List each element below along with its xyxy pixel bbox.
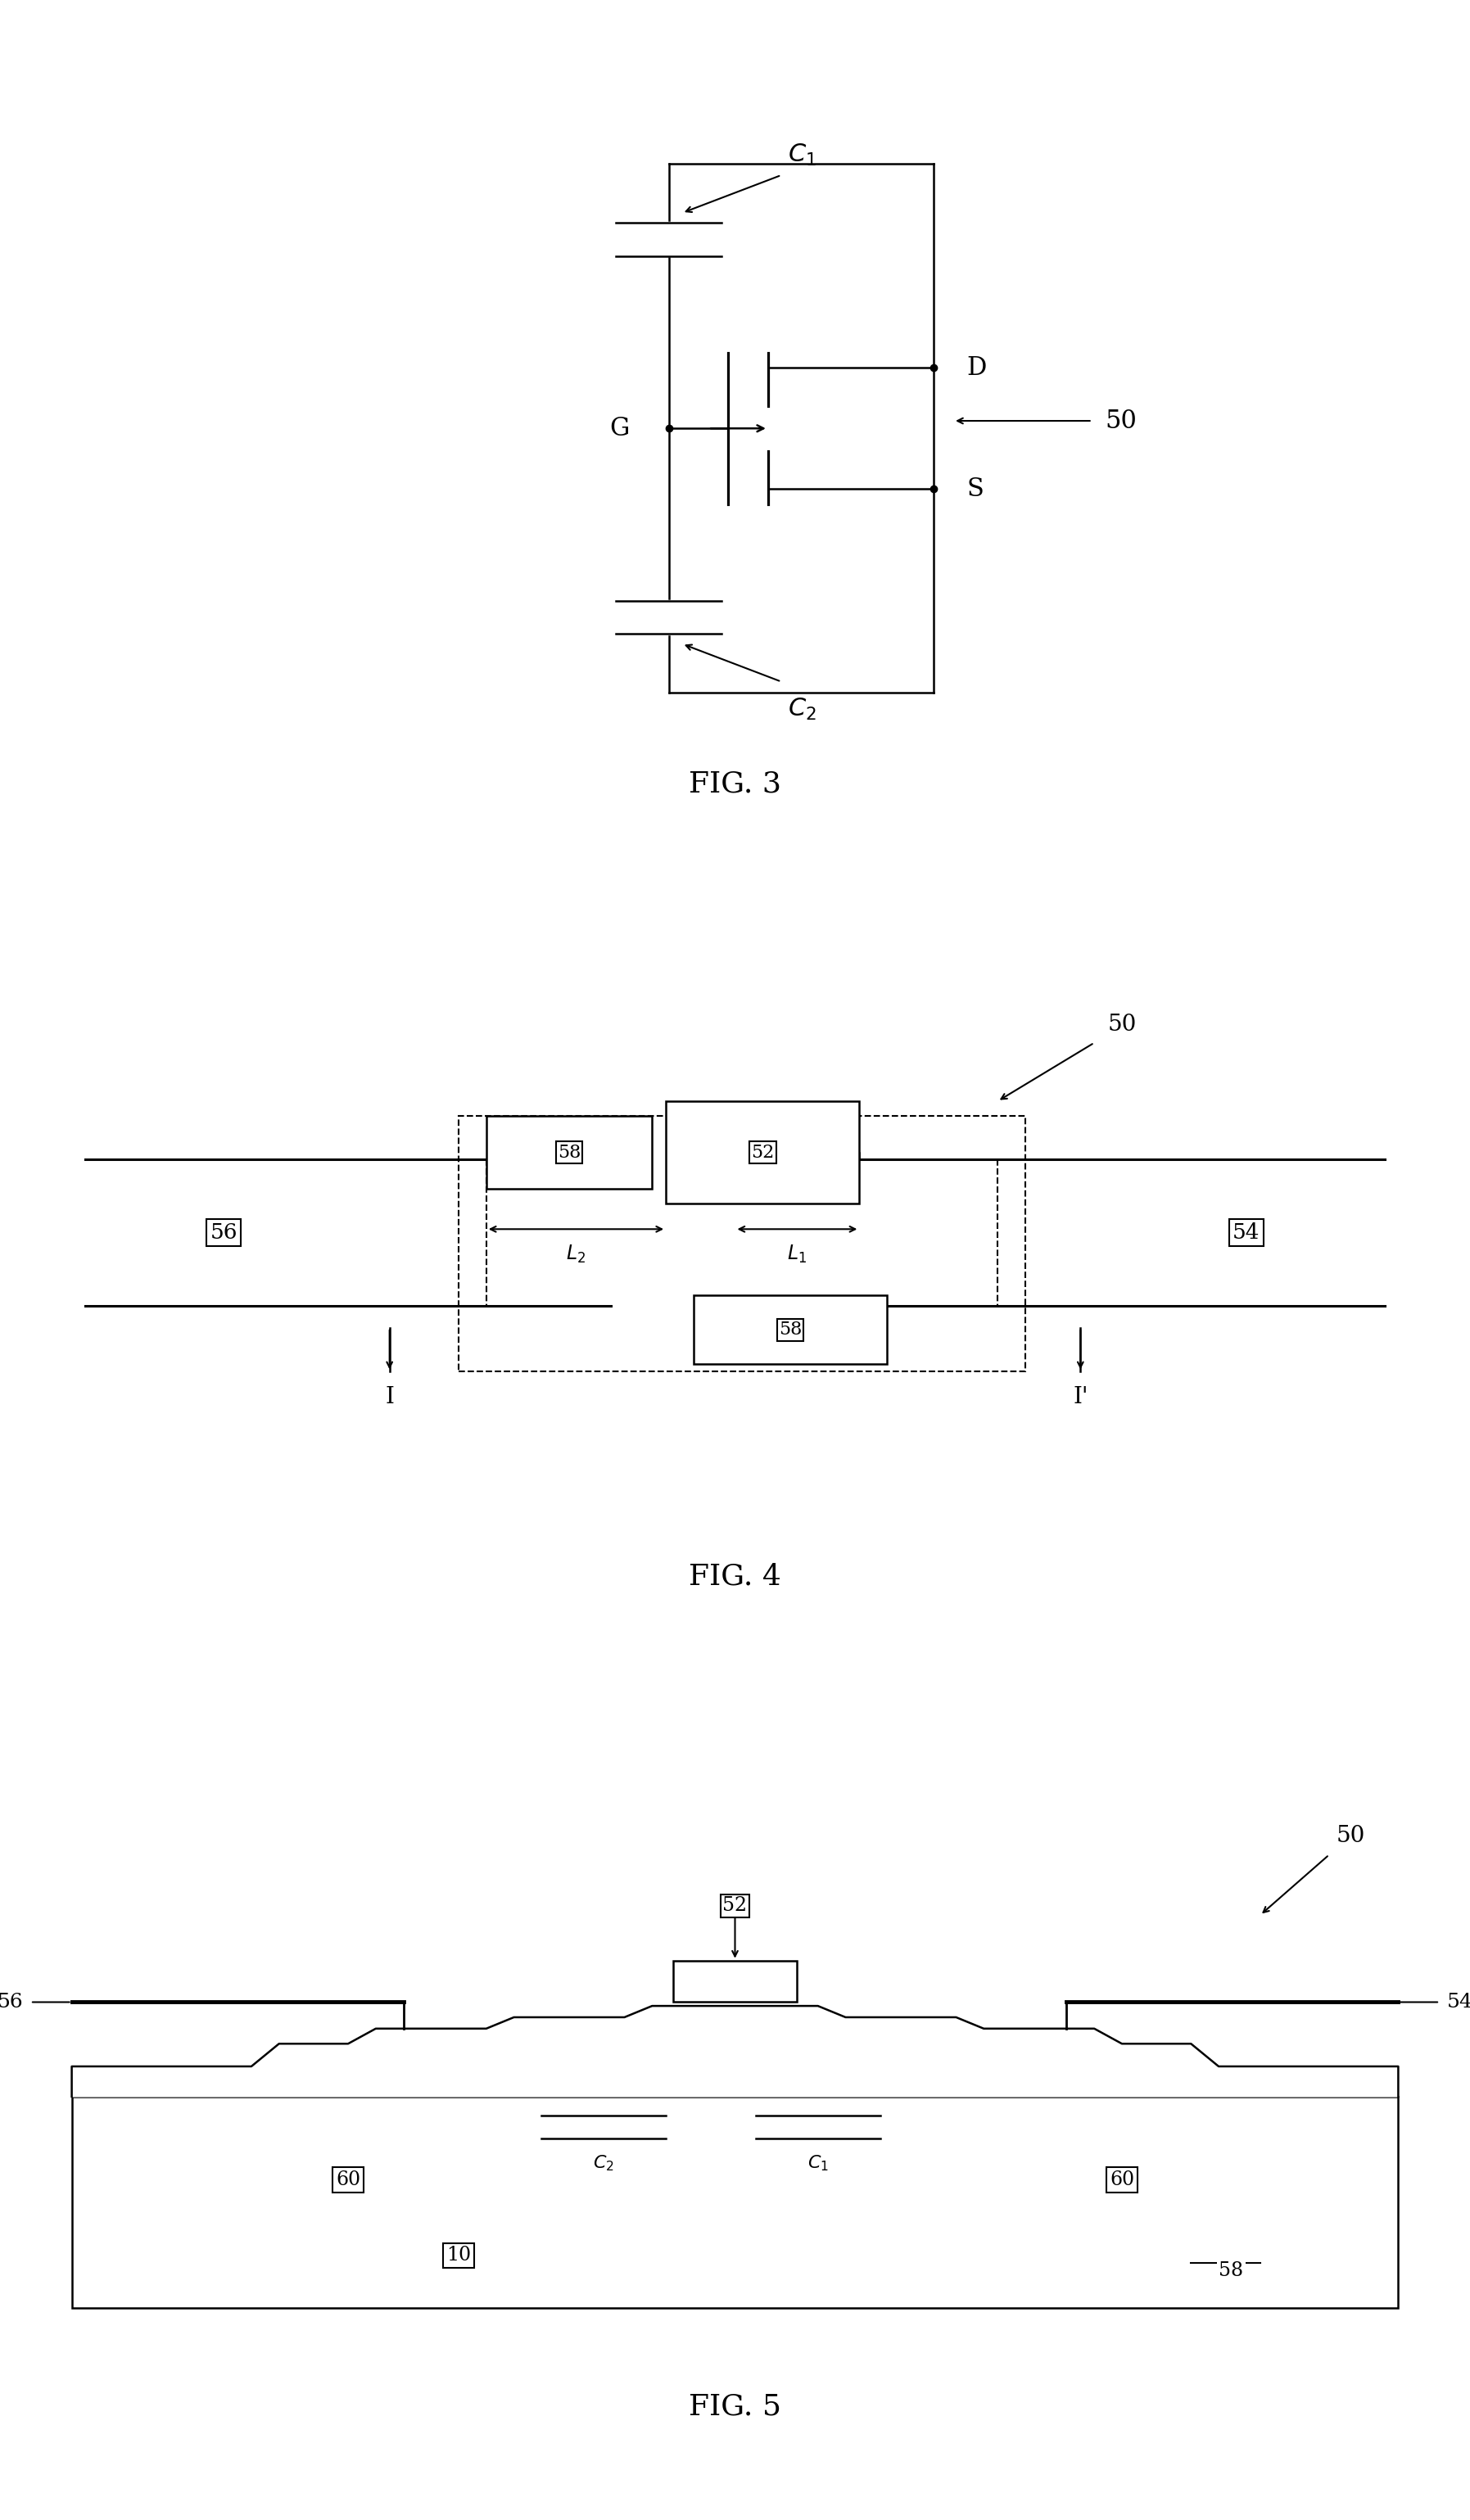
Text: 60: 60: [335, 2170, 360, 2190]
Text: $C_1$: $C_1$: [807, 2152, 829, 2172]
Text: S: S: [967, 476, 983, 501]
Text: 10: 10: [447, 2245, 470, 2265]
Text: I': I': [1073, 1386, 1088, 1409]
Text: 58: 58: [557, 1144, 581, 1162]
Text: 52: 52: [723, 1898, 747, 1915]
Bar: [666, 1101, 860, 1205]
Polygon shape: [72, 2006, 1398, 2097]
Text: $L_1$: $L_1$: [788, 1245, 807, 1265]
Text: 58: 58: [779, 1320, 803, 1338]
Text: G: G: [609, 416, 629, 441]
Text: 56: 56: [0, 1993, 24, 2011]
Text: $L_2$: $L_2$: [566, 1245, 587, 1265]
Text: FIG. 5: FIG. 5: [689, 2391, 781, 2422]
Text: 56: 56: [210, 1222, 238, 1242]
Bar: [673, 1961, 797, 2001]
Bar: [459, 1116, 1025, 1371]
Bar: [487, 1116, 653, 1189]
Text: 50: 50: [1336, 1824, 1366, 1847]
Text: 50: 50: [1105, 408, 1138, 433]
Bar: [72, 2097, 1398, 2308]
Text: $C_1$: $C_1$: [788, 141, 816, 166]
Text: D: D: [967, 355, 986, 381]
Bar: [694, 1295, 886, 1363]
Text: 50: 50: [1108, 1013, 1138, 1036]
Text: 58: 58: [1219, 2260, 1244, 2281]
Text: FIG. 3: FIG. 3: [689, 769, 781, 799]
Text: $C_2$: $C_2$: [788, 698, 816, 723]
Text: 54: 54: [1232, 1222, 1260, 1242]
Text: I: I: [385, 1386, 394, 1409]
Text: FIG. 4: FIG. 4: [689, 1562, 781, 1590]
Text: 54: 54: [1446, 1993, 1470, 2011]
Text: 60: 60: [1110, 2170, 1135, 2190]
Text: $C_2$: $C_2$: [594, 2152, 614, 2172]
Text: 52: 52: [751, 1144, 775, 1162]
